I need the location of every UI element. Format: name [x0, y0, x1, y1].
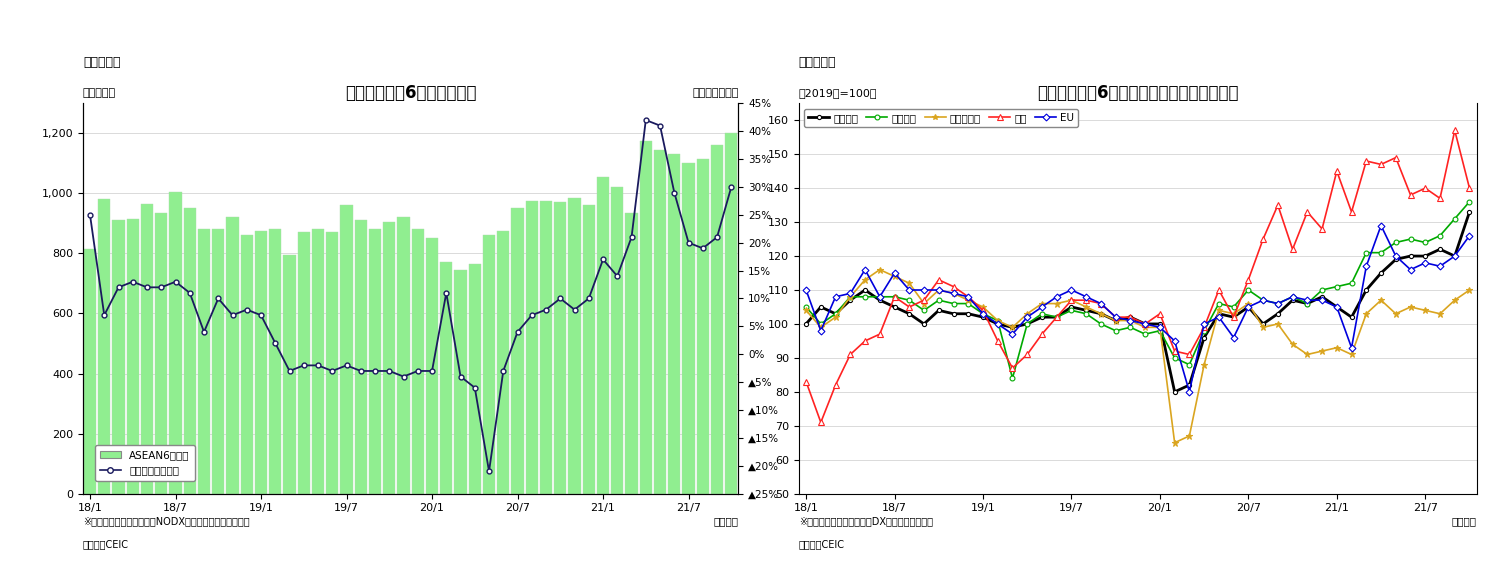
Bar: [411, 230, 423, 494]
Bar: [511, 208, 523, 494]
Bar: [255, 231, 267, 494]
Bar: [354, 220, 366, 494]
Bar: [113, 220, 125, 494]
Bar: [212, 230, 225, 494]
Bar: [270, 230, 282, 494]
Bar: [597, 177, 609, 494]
Bar: [197, 230, 209, 494]
Legend: ASEAN6カ国計, 増加率（右目盛）: ASEAN6カ国計, 増加率（右目盛）: [95, 445, 194, 480]
Bar: [654, 150, 666, 494]
Title: アセアン主要6カ国　仕向け地別の輸出動向: アセアン主要6カ国 仕向け地別の輸出動向: [1037, 84, 1239, 102]
Bar: [583, 205, 595, 494]
Title: アセアン主要6カ国の輸出額: アセアン主要6カ国の輸出額: [345, 84, 476, 102]
Text: （図表１）: （図表１）: [83, 56, 121, 69]
Bar: [184, 208, 196, 494]
Bar: [625, 213, 637, 494]
Bar: [169, 192, 181, 494]
Bar: [526, 201, 538, 494]
Bar: [142, 204, 154, 494]
Text: （図表２）: （図表２）: [799, 56, 836, 69]
Text: （年月）: （年月）: [1451, 517, 1477, 526]
Bar: [312, 230, 324, 494]
Bar: [298, 232, 310, 494]
Bar: [568, 198, 580, 494]
Bar: [341, 205, 353, 494]
Bar: [482, 235, 496, 494]
Bar: [612, 187, 624, 494]
Bar: [398, 218, 410, 494]
Legend: 輸出全体, 東アジア, 東南アジア, 北米, EU: 輸出全体, 東アジア, 東南アジア, 北米, EU: [803, 108, 1079, 127]
Bar: [683, 164, 695, 494]
Bar: [241, 235, 253, 494]
Text: ※シンガポールの輸出額はDX（再輸出除く）。: ※シンガポールの輸出額はDX（再輸出除く）。: [799, 517, 933, 526]
Bar: [540, 201, 552, 494]
Text: （年月）: （年月）: [713, 517, 738, 526]
Bar: [369, 230, 381, 494]
Bar: [725, 133, 737, 494]
Bar: [155, 213, 167, 494]
Bar: [84, 249, 96, 494]
Bar: [455, 270, 467, 494]
Bar: [98, 199, 110, 494]
Text: （前年同月比）: （前年同月比）: [692, 88, 738, 98]
Bar: [497, 231, 509, 494]
Bar: [226, 218, 238, 494]
Bar: [640, 141, 653, 494]
Bar: [555, 203, 567, 494]
Text: ※シンガポールの輸出額はNODX（石油と再輸出除く）。: ※シンガポールの輸出額はNODX（石油と再輸出除く）。: [83, 517, 250, 526]
Bar: [426, 238, 439, 494]
Bar: [711, 145, 723, 494]
Bar: [696, 159, 708, 494]
Bar: [127, 219, 139, 494]
Text: （億ドル）: （億ドル）: [83, 88, 116, 98]
Text: （資料）CEIC: （資料）CEIC: [799, 540, 845, 549]
Bar: [383, 222, 395, 494]
Bar: [326, 232, 339, 494]
Text: （2019年=100）: （2019年=100）: [799, 88, 877, 98]
Bar: [283, 255, 295, 494]
Text: （資料）CEIC: （資料）CEIC: [83, 540, 130, 549]
Bar: [668, 154, 680, 494]
Bar: [440, 262, 452, 494]
Bar: [469, 264, 481, 494]
